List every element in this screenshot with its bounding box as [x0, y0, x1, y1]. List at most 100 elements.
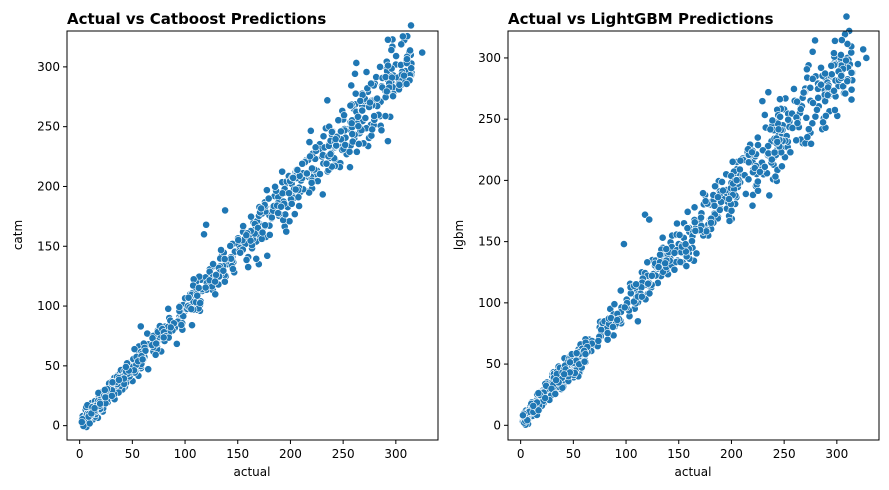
catboost-point	[326, 150, 335, 159]
catboost-point	[274, 209, 282, 217]
lightgbm-point	[675, 231, 684, 239]
lightgbm-point	[793, 119, 802, 127]
lightgbm-x-tick-label: 50	[566, 447, 581, 461]
catboost-point	[271, 182, 279, 191]
lightgbm-point	[808, 119, 817, 128]
catboost-point	[289, 173, 298, 182]
catboost-point	[352, 59, 361, 67]
catboost-point	[130, 345, 139, 354]
catboost-point	[387, 46, 396, 54]
catboost-point	[354, 112, 362, 121]
catboost-point	[247, 212, 255, 221]
catboost-point	[308, 164, 316, 173]
lightgbm-point	[808, 47, 817, 56]
lightgbm-point	[690, 203, 699, 212]
lightgbm-point	[748, 148, 756, 157]
lightgbm-point	[697, 213, 705, 222]
catboost-x-tick-label: 200	[279, 447, 302, 461]
catboost-point	[188, 321, 196, 330]
catboost-point	[302, 169, 311, 178]
lightgbm-point	[776, 95, 784, 104]
lightgbm-y-axis-label: lgbm	[452, 220, 466, 250]
lightgbm-chart-title: Actual vs LightGBM Predictions	[508, 10, 774, 28]
catboost-point	[244, 263, 253, 272]
catboost-point	[100, 386, 109, 394]
lightgbm-point	[610, 300, 619, 309]
catboost-point	[152, 339, 161, 348]
catboost-point	[306, 126, 315, 135]
catboost-point	[377, 126, 386, 135]
lightgbm-point	[774, 125, 783, 134]
lightgbm-point	[620, 240, 628, 248]
catboost-point	[316, 170, 324, 178]
lightgbm-point	[755, 167, 764, 176]
lightgbm-point	[673, 219, 681, 228]
lightgbm-point	[656, 250, 664, 259]
catboost-point	[392, 52, 400, 60]
catboost-point	[265, 230, 274, 239]
lightgbm-point	[643, 258, 652, 267]
lightgbm-panel: Actual vs LightGBM Predictions 0 50 100 150…	[452, 10, 880, 479]
catboost-point	[366, 98, 374, 107]
lightgbm-point	[778, 162, 786, 171]
lightgbm-point	[676, 258, 685, 266]
lightgbm-point	[806, 83, 815, 92]
lightgbm-point	[683, 207, 692, 216]
catboost-point	[242, 231, 251, 240]
lightgbm-point	[551, 390, 560, 398]
catboost-point	[407, 21, 415, 30]
catboost-x-tick-label: 150	[226, 447, 249, 461]
catboost-point	[151, 350, 160, 359]
lightgbm-point	[594, 336, 603, 345]
catboost-point	[226, 242, 235, 250]
catboost-point	[346, 163, 354, 172]
catboost-point	[187, 305, 196, 313]
catboost-point	[242, 256, 251, 264]
lightgbm-point	[683, 224, 692, 233]
lightgbm-point	[808, 74, 817, 83]
lightgbm-point	[714, 193, 722, 202]
catboost-point	[328, 128, 336, 136]
catboost-point	[201, 283, 210, 292]
lightgbm-point	[773, 137, 782, 146]
catboost-point	[252, 254, 261, 263]
catboost-point	[381, 112, 390, 120]
lightgbm-point	[767, 155, 776, 164]
catboost-point	[193, 291, 202, 300]
lightgbm-point	[688, 237, 696, 245]
lightgbm-point	[811, 36, 819, 45]
catboost-point	[370, 112, 379, 120]
lightgbm-x-tick-label: 100	[615, 447, 638, 461]
lightgbm-point	[817, 63, 825, 72]
lightgbm-point	[784, 115, 793, 124]
catboost-point	[258, 228, 267, 237]
lightgbm-point	[788, 124, 797, 132]
catboost-points	[77, 21, 427, 431]
catboost-point	[403, 55, 411, 64]
catboost-point	[229, 265, 237, 273]
lightgbm-point	[830, 49, 838, 58]
lightgbm-point	[814, 93, 823, 102]
lightgbm-point	[670, 265, 679, 274]
lightgbm-y-tick-label: 0	[493, 418, 501, 432]
catboost-y-tick-label: 300	[37, 60, 60, 74]
catboost-x-tick-label: 0	[76, 447, 84, 461]
catboost-point	[402, 80, 411, 88]
catboost-y-tick-label: 50	[45, 359, 60, 373]
catboost-point	[184, 293, 193, 302]
catboost-plot-frame	[66, 30, 439, 441]
lightgbm-point	[793, 97, 801, 106]
lightgbm-point	[641, 210, 649, 219]
catboost-point	[108, 378, 117, 387]
lightgbm-point	[560, 370, 569, 379]
lightgbm-point	[749, 191, 757, 199]
lightgbm-point	[847, 95, 856, 104]
catboost-point	[400, 71, 408, 80]
lightgbm-point	[841, 89, 850, 98]
catboost-point	[373, 94, 382, 103]
lightgbm-x-axis-label: actual	[675, 465, 712, 479]
lightgbm-y-tick-label: 50	[486, 357, 501, 371]
lightgbm-point	[541, 394, 550, 402]
catboost-point	[121, 363, 130, 371]
